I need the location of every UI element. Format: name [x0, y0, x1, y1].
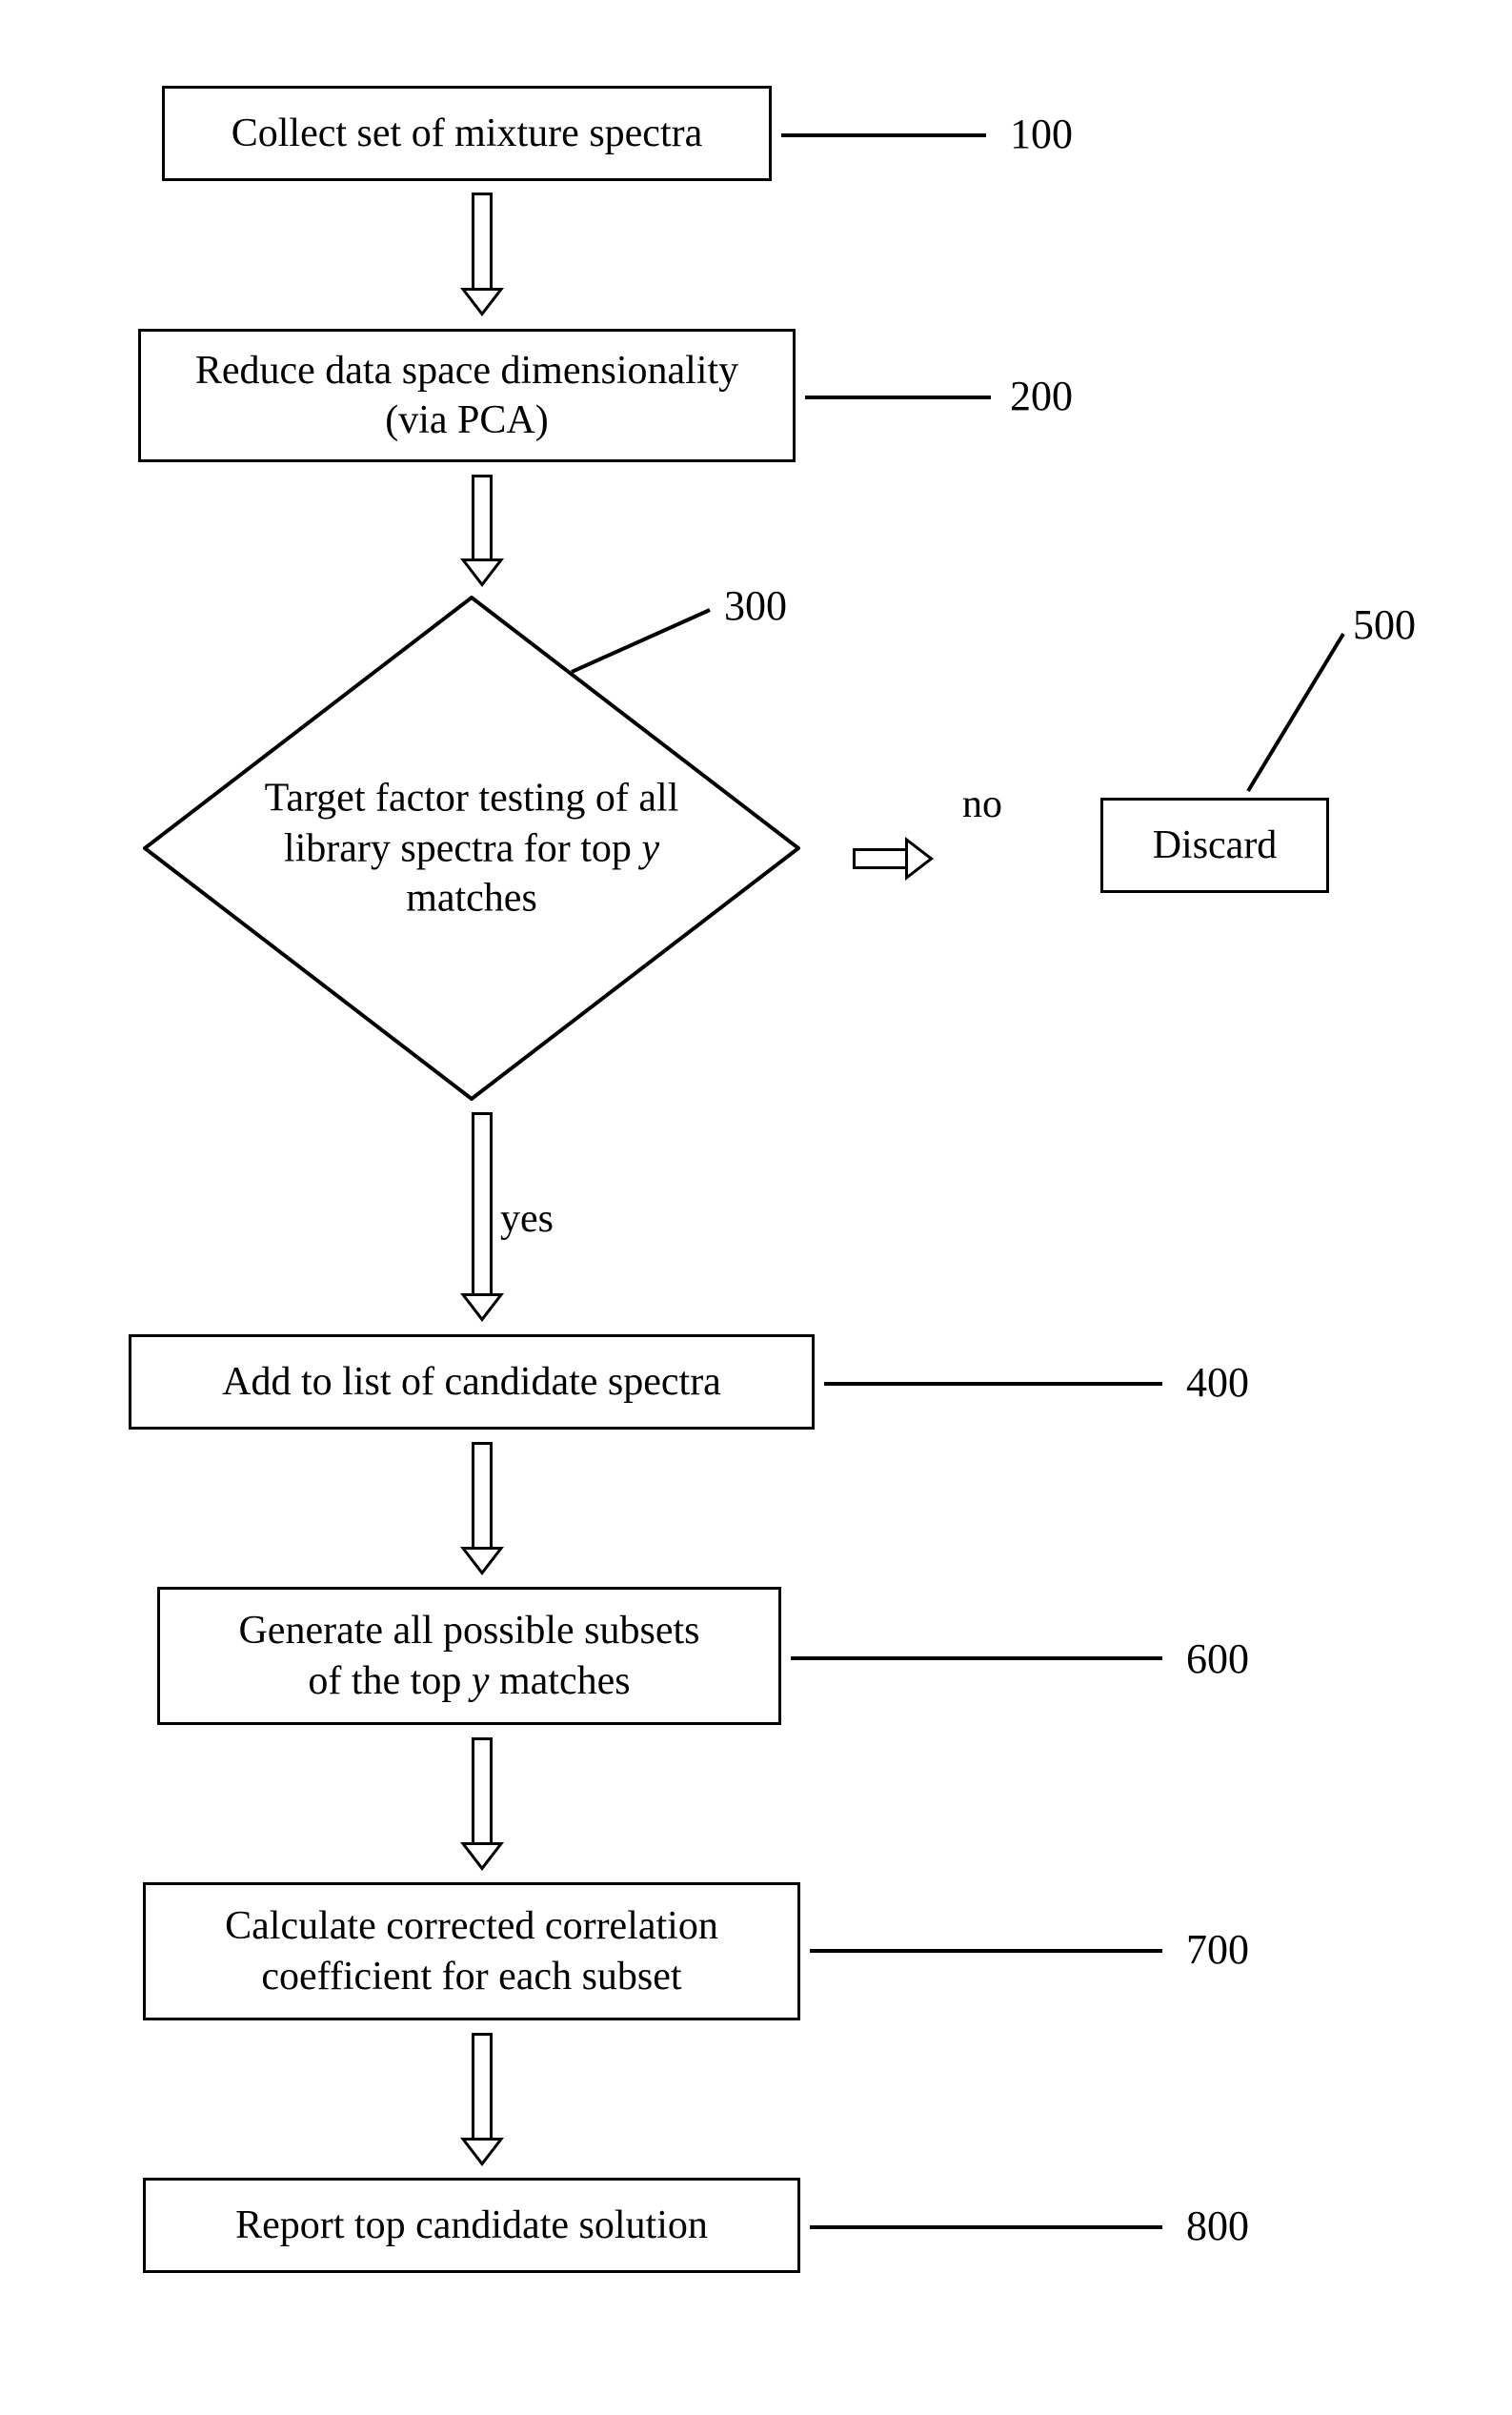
- label-400: 400: [1186, 1358, 1249, 1407]
- leader-200: [805, 396, 991, 399]
- leader-800: [810, 2225, 1162, 2229]
- leader-400: [824, 1382, 1162, 1386]
- node-400-add-candidate: Add to list of candidate spectra: [129, 1334, 815, 1430]
- arrow-300-500: [853, 837, 934, 881]
- edge-label-yes: yes: [500, 1196, 554, 1242]
- arrow-200-300: [460, 475, 504, 587]
- node-700-calculate-correlation: Calculate corrected correlation coeffici…: [143, 1882, 800, 2020]
- node-800-text: Report top candidate solution: [235, 2201, 708, 2251]
- leader-600: [791, 1656, 1162, 1660]
- label-600: 600: [1186, 1634, 1249, 1683]
- leader-100: [781, 133, 986, 137]
- node-200-text: Reduce data space dimensionality (via PC…: [195, 346, 738, 446]
- node-600-generate-subsets: Generate all possible subsets of the top…: [157, 1587, 781, 1725]
- label-300: 300: [724, 581, 787, 630]
- node-200-reduce-dimensionality: Reduce data space dimensionality (via PC…: [138, 329, 796, 462]
- arrow-600-700: [460, 1737, 504, 1871]
- node-500-discard: Discard: [1100, 798, 1329, 893]
- node-300-target-factor-testing: Target factor testing of all library spe…: [143, 596, 800, 1101]
- label-100: 100: [1010, 110, 1073, 158]
- node-400-text: Add to list of candidate spectra: [222, 1357, 721, 1408]
- arrow-300-400: [460, 1112, 504, 1322]
- node-100-text: Collect set of mixture spectra: [232, 109, 703, 159]
- node-700-text: Calculate corrected correlation coeffici…: [225, 1901, 718, 2001]
- flowchart-canvas: Collect set of mixture spectra 100 Reduc…: [0, 0, 1512, 2415]
- leader-700: [810, 1949, 1162, 1953]
- node-300-text: Target factor testing of all library spe…: [242, 773, 702, 923]
- label-700: 700: [1186, 1925, 1249, 1974]
- label-800: 800: [1186, 2202, 1249, 2250]
- node-100-collect-spectra: Collect set of mixture spectra: [162, 86, 772, 181]
- arrow-100-200: [460, 193, 504, 316]
- node-800-report-solution: Report top candidate solution: [143, 2178, 800, 2273]
- arrow-700-800: [460, 2033, 504, 2166]
- edge-label-no: no: [962, 781, 1002, 827]
- label-200: 200: [1010, 372, 1073, 420]
- node-500-text: Discard: [1153, 821, 1278, 871]
- node-600-text: Generate all possible subsets of the top…: [238, 1606, 699, 1706]
- arrow-400-600: [460, 1442, 504, 1575]
- label-500: 500: [1353, 600, 1416, 649]
